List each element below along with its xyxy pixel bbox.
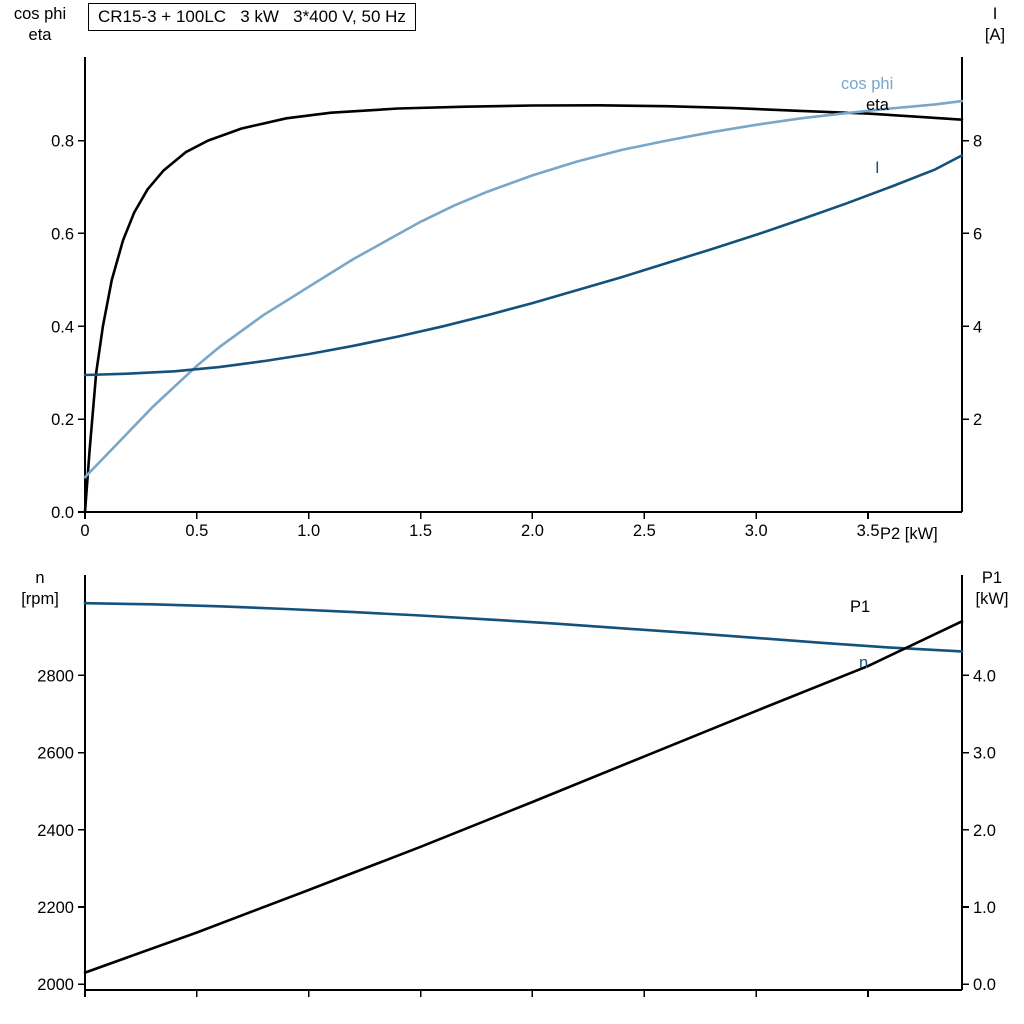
svg-text:0.4: 0.4 [51,318,74,336]
svg-text:2.0: 2.0 [521,522,544,540]
svg-text:3.0: 3.0 [745,522,768,540]
axis-caption-current: I [992,5,998,23]
axis-caption-rpm-unit: [rpm] [21,590,59,608]
svg-text:2400: 2400 [37,822,74,840]
svg-text:2600: 2600 [37,745,74,763]
axis-caption-p1: P1 [981,569,1003,587]
curve-label-current: I [875,159,880,177]
svg-text:1.0: 1.0 [973,899,996,917]
svg-text:8: 8 [973,133,982,151]
svg-text:6: 6 [973,225,982,243]
svg-text:3.0: 3.0 [973,745,996,763]
svg-text:2000: 2000 [37,976,74,994]
svg-text:2800: 2800 [37,667,74,685]
svg-text:2200: 2200 [37,899,74,917]
svg-text:2: 2 [973,411,982,429]
curve-label-eta: eta [866,96,889,114]
bottom-right-axis-caption: P1 [kW] [963,568,1021,610]
svg-text:0.6: 0.6 [51,225,74,243]
chart-title-box: CR15-3 + 100LC 3 kW 3*400 V, 50 Hz [88,3,416,31]
axis-caption-kw-unit: [kW] [975,590,1009,608]
svg-text:4.0: 4.0 [973,667,996,685]
curve-label-cosphi: cos phi [841,75,894,93]
svg-text:0.8: 0.8 [51,133,74,151]
svg-text:1.5: 1.5 [409,522,432,540]
svg-text:0: 0 [80,522,89,540]
top-right-axis-caption: I [A] [970,4,1020,46]
svg-text:0.2: 0.2 [51,411,74,429]
svg-text:0.5: 0.5 [185,522,208,540]
curve-label-p1: P1 [850,598,871,616]
axis-caption-speed: n [35,569,45,587]
axis-caption-ampere-unit: [A] [984,26,1006,44]
axis-caption-cosphi: cos phi [13,5,67,23]
x-axis-label: P2 [kW] [880,525,938,543]
bottom-left-axis-caption: n [rpm] [4,568,76,610]
svg-text:3.5: 3.5 [857,522,880,540]
curve-label-n: n [859,654,869,672]
svg-text:2.5: 2.5 [633,522,656,540]
axis-caption-eta: eta [28,26,52,44]
svg-text:4: 4 [973,318,982,336]
top-left-axis-caption: cos phi eta [4,4,76,46]
svg-text:1.0: 1.0 [297,522,320,540]
svg-text:0.0: 0.0 [973,976,996,994]
svg-text:0.0: 0.0 [51,504,74,522]
svg-text:2.0: 2.0 [973,822,996,840]
